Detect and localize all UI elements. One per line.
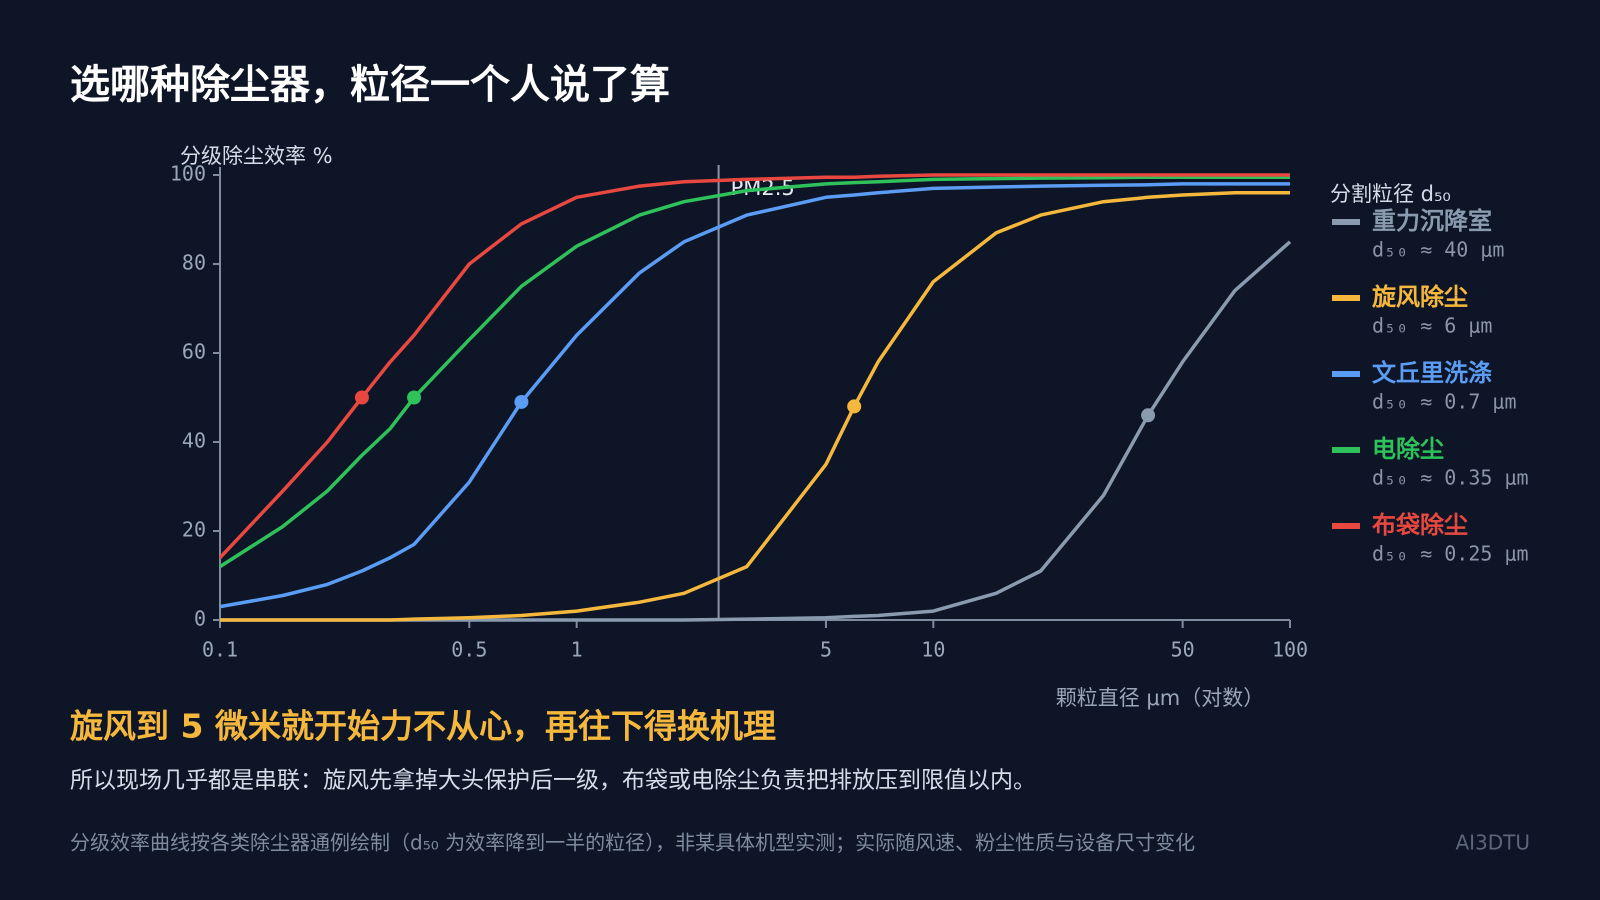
y-tick-label: 0 [194,607,206,631]
legend-name: 电除尘 [1372,435,1444,463]
legend-name: 重力沉降室 [1372,207,1492,235]
headline: 旋风到 5 微米就开始力不从心，再往下得换机理 [70,707,776,746]
y-tick-label: 60 [182,340,206,364]
series-line [220,191,1290,622]
legend-name: 旋风除尘 [1371,283,1468,311]
d50-marker [407,390,422,405]
d50-marker [514,394,529,409]
legend-name: 布袋除尘 [1372,511,1468,539]
d50-marker [354,390,369,405]
x-tick-label: 1 [571,638,583,662]
d50-marker [1141,408,1156,423]
series-line [218,173,1290,559]
title: 选哪种除尘器，粒径一个人说了算 [70,62,670,108]
legend-name: 文丘里洗涤 [1372,359,1492,387]
brand: AI3DTU [1455,831,1530,855]
legend-d50: d₅₀ ≈ 0.7 μm [1372,390,1517,414]
body-text: 所以现场几乎都是串联：旋风先拿掉大头保护后一级，布袋或电除尘负责把排放压到限值以… [70,767,1036,794]
y-tick-label: 80 [182,251,206,275]
legend-d50: d₅₀ ≈ 6 μm [1372,314,1492,338]
x-tick-label: 50 [1171,638,1195,662]
footnote: 分级效率曲线按各类除尘器通例绘制（d₅₀ 为效率降到一半的粒径），非某具体机型实… [70,831,1195,855]
x-tick-label: 5 [820,638,832,662]
x-tick-label: 10 [921,638,945,662]
x-axis-label: 颗粒直径 μm（对数） [1056,686,1265,710]
legend-d50: d₅₀ ≈ 40 μm [1372,238,1504,262]
series-line [219,182,1290,609]
y-axis-label: 分级除尘效率 % [180,144,333,168]
y-tick-label: 20 [182,518,206,542]
series-line [219,175,1290,569]
legend-title: 分割粒径 d₅₀ [1330,182,1451,206]
x-tick-label: 100 [1272,638,1308,662]
legend-d50: d₅₀ ≈ 0.25 μm [1372,542,1529,566]
x-tick-label: 0.1 [202,638,238,662]
x-tick-label: 0.5 [451,638,487,662]
y-tick-label: 100 [170,162,206,186]
d50-marker [847,399,862,414]
legend-d50: d₅₀ ≈ 0.35 μm [1372,466,1529,490]
y-tick-label: 40 [182,429,206,453]
